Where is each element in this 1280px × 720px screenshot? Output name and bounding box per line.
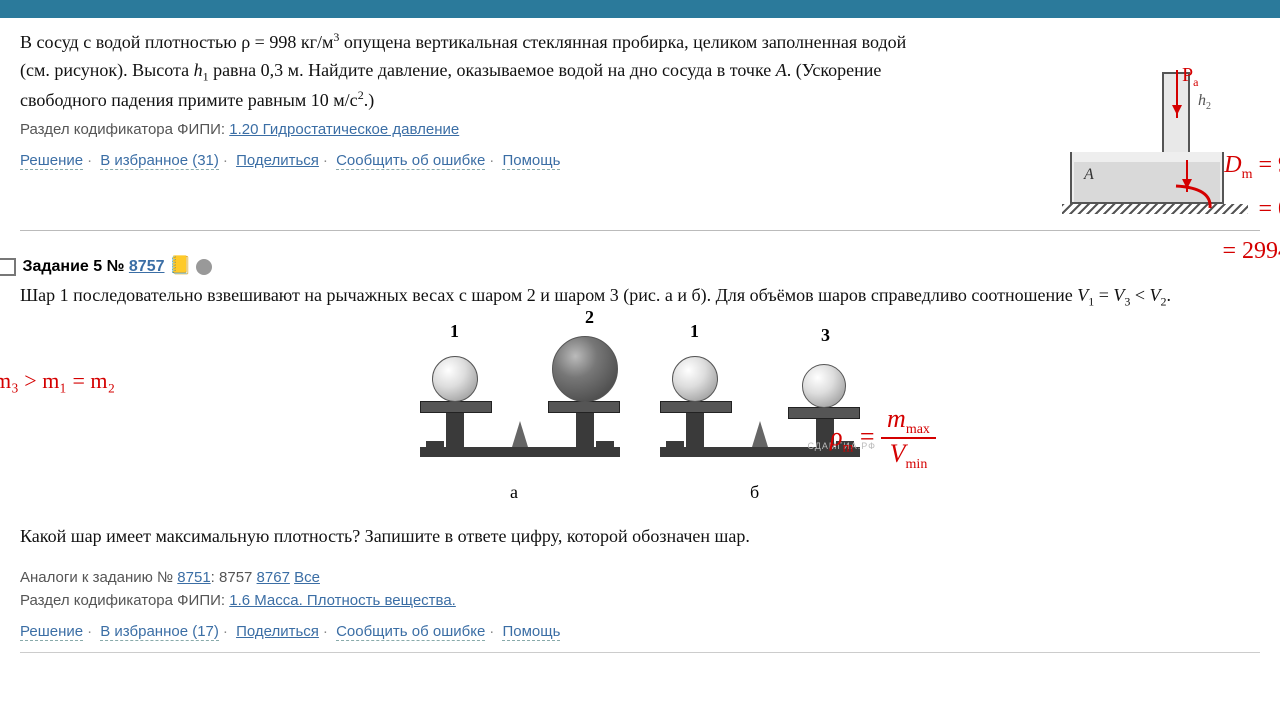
- point-A-label: A: [1084, 166, 1094, 184]
- t: Шар 1 последовательно взвешивают на рыча…: [20, 285, 1077, 305]
- codifier-link-2[interactable]: 1.6 Масса. Плотность вещества.: [229, 592, 456, 609]
- t: Какой шар имеет максимальную плотность? …: [20, 526, 750, 546]
- help-link-2[interactable]: Помощь: [502, 623, 560, 641]
- favorite-link[interactable]: В избранное (31): [100, 152, 219, 170]
- analog-link-1[interactable]: 8751: [177, 569, 210, 586]
- caption-b: б: [750, 482, 759, 503]
- rho: ρ = 998 кг/м: [241, 32, 333, 52]
- codifier-label: Раздел кодификатора ФИПИ:: [20, 592, 229, 609]
- codifier-label: Раздел кодификатора ФИПИ:: [20, 121, 229, 138]
- hand-side-eq-1: Dm = 9: [1224, 152, 1280, 183]
- ball-1a: [432, 356, 478, 402]
- solution-link-2[interactable]: Решение: [20, 623, 83, 641]
- help-link[interactable]: Помощь: [502, 152, 560, 170]
- analog-label: Аналоги к заданию №: [20, 569, 177, 586]
- favorite-link-2[interactable]: В избранное (17): [100, 623, 219, 641]
- ball-3: [802, 364, 846, 408]
- ground-hatch: [1062, 204, 1248, 214]
- page: В сосуд с водой плотностью ρ = 998 кг/м 3…: [0, 18, 1280, 653]
- report-link[interactable]: Сообщить об ошибке: [336, 152, 485, 170]
- caption-a: а: [510, 482, 518, 503]
- tube-diagram: A Pa h2: [1070, 64, 1240, 214]
- analog-link-2[interactable]: 8767: [257, 569, 290, 586]
- hand-side-eq-3: = 2994: [1222, 238, 1280, 265]
- hand-h2: h2: [1198, 92, 1211, 112]
- hand-arc-icon: [1172, 182, 1218, 212]
- scale-a: 1 2: [420, 327, 620, 457]
- share-link-2[interactable]: Поделиться: [236, 623, 319, 640]
- report-link-2[interactable]: Сообщить об ошибке: [336, 623, 485, 641]
- problem-2-question: Какой шар имеет максимальную плотность? …: [20, 523, 1260, 551]
- problem-1: В сосуд с водой плотностью ρ = 998 кг/м3…: [20, 18, 1260, 231]
- label-2: 2: [585, 307, 594, 328]
- codifier-link[interactable]: 1.20 Гидростатическое давление: [229, 121, 459, 138]
- ball-1b: [672, 356, 718, 402]
- codifier-2: Раздел кодификатора ФИПИ: 1.6 Масса. Пло…: [20, 592, 1260, 609]
- task-checkbox[interactable]: [0, 258, 16, 276]
- force-arrow-top: [1176, 70, 1178, 118]
- problem-2: Задание 5 № 8757 📒 Шар 1 последовательно…: [20, 231, 1260, 653]
- t: В сосуд с водой плотностью: [20, 32, 241, 52]
- actions-2: Решение· В избранное (17)· Поделиться· С…: [20, 623, 1260, 640]
- t: .): [364, 90, 375, 110]
- difficulty-badge: [196, 259, 212, 275]
- analogs: Аналоги к заданию № 8751: 8757 8767 Все: [20, 569, 1260, 586]
- task-label: Задание 5 №: [22, 258, 128, 275]
- task-header: Задание 5 № 8757 📒: [20, 255, 1260, 276]
- label-3: 3: [821, 325, 830, 346]
- problem-2-text: Шар 1 последовательно взвешивают на рыча…: [20, 282, 1260, 311]
- problem-1-text: В сосуд с водой плотностью ρ = 998 кг/м3…: [20, 28, 940, 115]
- hand-Pa: Pa: [1182, 64, 1198, 90]
- share-link[interactable]: Поделиться: [236, 152, 319, 169]
- h: h: [194, 60, 203, 80]
- label-1b: 1: [690, 321, 699, 342]
- A: A: [776, 60, 787, 80]
- hand-mass-relation: m₃ > m₁ = m₂: [0, 368, 115, 394]
- task-id-link[interactable]: 8757: [129, 258, 165, 275]
- balance-figure: 1 2 1 3 а б СДАМГИА.РФ: [400, 327, 880, 497]
- label-1: 1: [450, 321, 459, 342]
- ball-2: [552, 336, 618, 402]
- analog-all-link[interactable]: Все: [294, 569, 320, 586]
- t: равна 0,3 м. Найдите давление, оказываем…: [209, 60, 776, 80]
- solution-link[interactable]: Решение: [20, 152, 83, 170]
- top-bar: [0, 0, 1280, 18]
- folder-icon[interactable]: 📒: [169, 255, 191, 275]
- hand-density-formula: ρm = mmaxVmin: [830, 406, 936, 472]
- hand-side-eq-2: = 0: [1258, 196, 1280, 223]
